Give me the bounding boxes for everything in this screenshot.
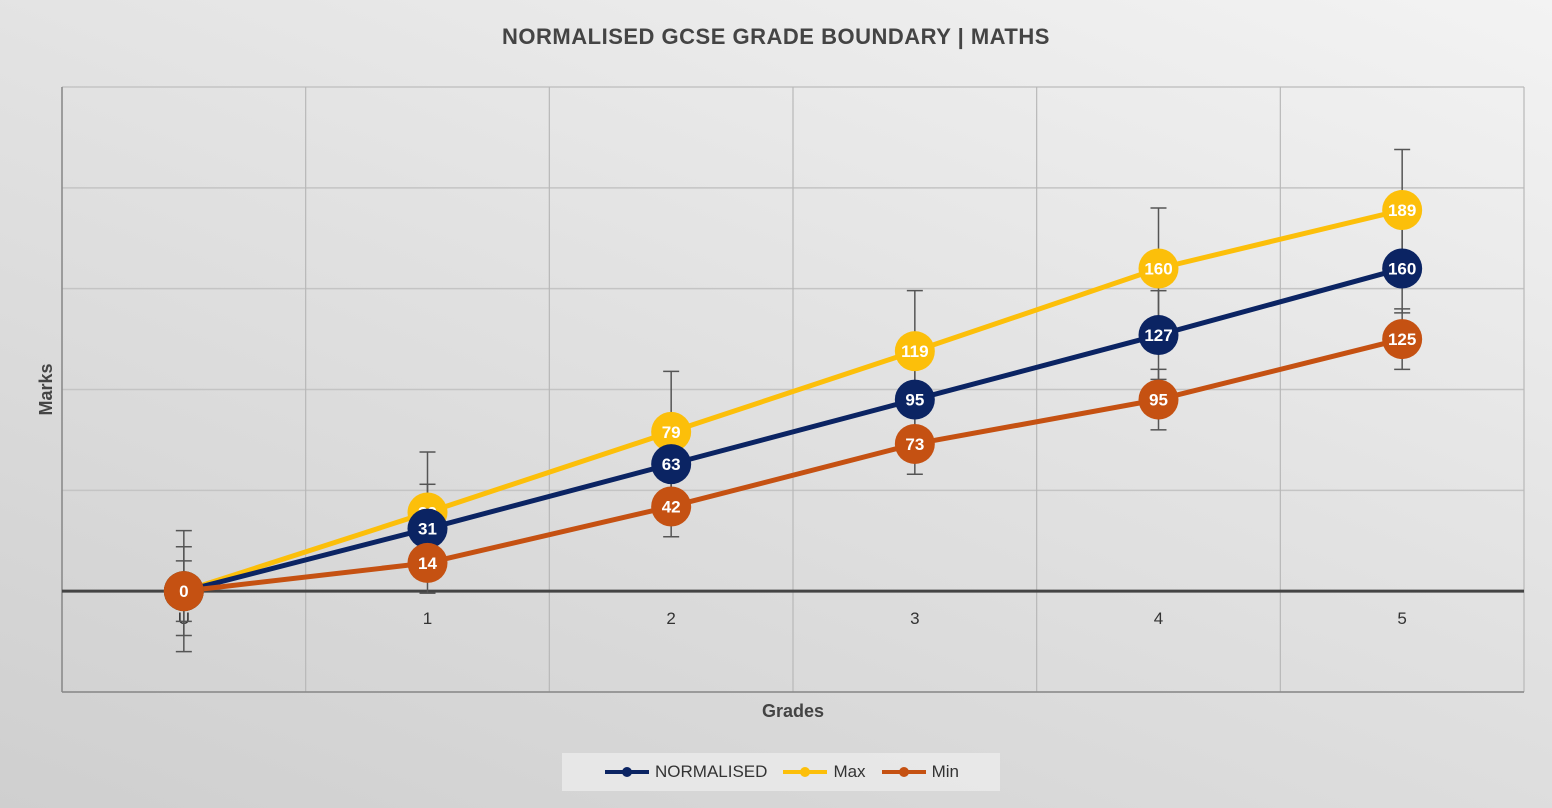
y-axis-label: Marks — [36, 363, 56, 415]
data-label: 160 — [1388, 260, 1416, 279]
data-point-max — [894, 331, 935, 372]
data-point-normalised — [651, 444, 692, 485]
data-point-min — [894, 423, 935, 464]
data-label: 63 — [662, 455, 681, 474]
data-point-min — [163, 571, 204, 612]
data-point-normalised — [894, 379, 935, 420]
x-tick-label: 1 — [423, 609, 432, 628]
legend-marker-icon — [605, 767, 650, 777]
series-line-min — [183, 336, 1403, 594]
x-tick-label: 2 — [666, 609, 675, 628]
data-label: 127 — [1144, 326, 1172, 345]
data-point-min — [651, 486, 692, 527]
data-point-normalised — [1382, 248, 1423, 289]
legend-label: Min — [931, 762, 959, 781]
legend: NORMALISED Max Min — [562, 753, 1000, 791]
data-label: 31 — [418, 520, 437, 539]
x-tick-label: 3 — [910, 609, 919, 628]
series-line-normalised — [183, 266, 1403, 594]
data-point-min — [1138, 379, 1179, 420]
data-point-max — [1138, 248, 1179, 289]
data-point-max — [651, 411, 692, 452]
x-tick-label: 5 — [1397, 609, 1406, 628]
data-label: 95 — [1149, 391, 1168, 410]
data-label: 160 — [1144, 260, 1172, 279]
legend-marker-icon — [881, 767, 926, 777]
data-label: 189 — [1388, 201, 1416, 220]
legend-label: Max — [833, 762, 866, 781]
data-point-min — [407, 542, 448, 583]
chart-title: NORMALISED GCSE GRADE BOUNDARY | MATHS — [502, 24, 1050, 49]
legend-marker-icon — [783, 767, 828, 777]
data-label: 95 — [905, 391, 924, 410]
data-point-normalised — [1138, 315, 1179, 356]
data-label: 14 — [418, 554, 437, 573]
data-point-min — [1382, 319, 1423, 360]
legend-item-min: Min — [880, 762, 959, 782]
x-tick-label: 4 — [1154, 609, 1163, 628]
data-label: 0 — [179, 582, 188, 601]
data-label: 119 — [901, 342, 928, 361]
x-axis-label: Grades — [762, 701, 824, 721]
data-label: 42 — [662, 497, 681, 516]
data-point-max — [1382, 190, 1423, 231]
series-line-max — [183, 207, 1403, 594]
legend-item-normalised: NORMALISED — [603, 762, 767, 782]
data-label: 73 — [905, 435, 924, 454]
data-point-normalised — [407, 508, 448, 549]
legend-item-max: Max — [781, 762, 866, 782]
legend-label: NORMALISED — [655, 762, 768, 781]
data-label: 79 — [662, 423, 681, 442]
data-label: 125 — [1388, 330, 1416, 349]
